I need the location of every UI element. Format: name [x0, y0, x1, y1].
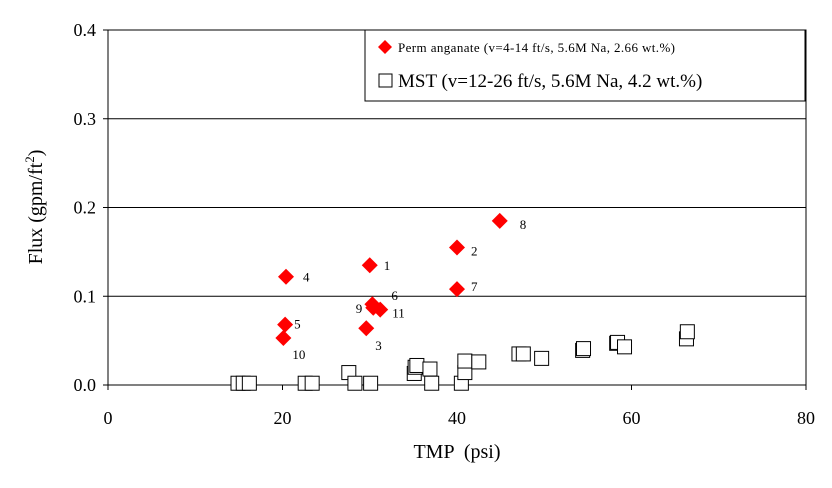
- permanganate-point: [449, 239, 465, 256]
- legend: Perm anganate (v=4-14 ft/s, 5.6M Na, 2.6…: [364, 29, 806, 102]
- point-label: 11: [392, 306, 405, 321]
- permanganate-point: [449, 281, 465, 298]
- mst-point: [409, 357, 425, 373]
- point-label: 6: [391, 288, 398, 303]
- y-axis-label-main: Flux (gpm/ft: [25, 162, 47, 264]
- y-axis-label: Flux (gpm/ft2): [22, 150, 47, 265]
- x-tick-label: 40: [448, 408, 466, 428]
- point-label: 9: [356, 301, 363, 316]
- permanganate-point: [275, 329, 292, 346]
- point-label: 8: [520, 217, 527, 232]
- point-label: 3: [375, 338, 382, 353]
- gridlines: [108, 118, 806, 297]
- permanganate-point: [277, 268, 294, 285]
- x-tick-label: 20: [274, 408, 292, 428]
- mst-point: [617, 339, 633, 355]
- mst-point: [304, 375, 320, 391]
- point-label: 2: [471, 243, 478, 258]
- permanganate-point: [277, 316, 294, 333]
- permanganate-point: [358, 320, 375, 337]
- permanganate-point: [361, 257, 378, 274]
- mst-point: [534, 350, 550, 366]
- y-tick-label: 0.1: [74, 286, 97, 306]
- mst-point: [424, 375, 440, 391]
- legend-square-icon: [378, 73, 393, 88]
- permanganate-series: 1 2 3 4 5 6 7 8 9 10 11: [275, 212, 527, 362]
- legend-label-mst: MST (v=12-26 ft/s, 5.6M Na, 4.2 wt.%): [398, 71, 702, 92]
- y-axis-label-close: ): [25, 150, 47, 157]
- mst-point: [457, 353, 473, 369]
- y-tick-label: 0.3: [74, 109, 97, 129]
- y-tick-label: 0.4: [74, 20, 97, 40]
- point-label: 10: [292, 347, 305, 362]
- mst-point: [515, 346, 531, 362]
- mst-point: [363, 375, 379, 391]
- y-tick-label: 0.2: [74, 198, 97, 218]
- legend-diamond-icon: [378, 40, 392, 54]
- y-tick-label: 0.0: [74, 375, 97, 395]
- mst-point: [679, 324, 695, 340]
- mst-point: [347, 375, 363, 391]
- legend-label-permanganate: Perm anganate (v=4-14 ft/s, 5.6M Na, 2.6…: [398, 40, 675, 55]
- x-tick-label: 0: [104, 408, 113, 428]
- permanganate-point: [491, 212, 508, 229]
- point-label: 7: [471, 279, 478, 294]
- x-tick-label: 60: [623, 408, 641, 428]
- legend-box: [364, 29, 806, 102]
- mst-point: [241, 375, 257, 391]
- x-axis-label: TMP (psi): [413, 441, 500, 463]
- x-tick-label: 80: [797, 408, 815, 428]
- point-label: 1: [384, 258, 391, 273]
- point-label: 4: [303, 270, 310, 285]
- point-label: 5: [294, 317, 301, 332]
- mst-point: [576, 341, 592, 357]
- mst-point: [471, 354, 487, 370]
- y-axis-label-superscript: 2: [22, 156, 37, 163]
- mst-point: [422, 361, 438, 377]
- axes: 0.0 0.1 0.2 0.3 0.4 0 20 40 60 80: [74, 20, 816, 428]
- permanganate-point: [372, 301, 389, 318]
- mst-series: [230, 324, 695, 391]
